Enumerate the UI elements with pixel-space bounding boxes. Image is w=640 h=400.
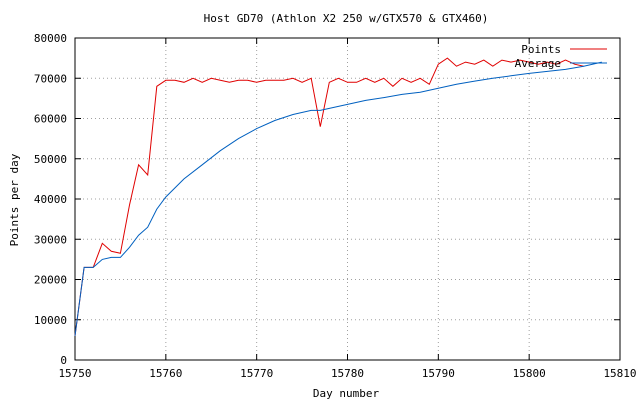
x-axis-label: Day number — [313, 387, 380, 400]
series-line-average — [74, 61, 602, 336]
axes: 0 10000 20000 30000 40000 50000 60000 70000 8000… — [34, 32, 637, 380]
y-tick-label: 0 — [60, 354, 67, 367]
series-lines — [74, 57, 602, 336]
plot-border — [74, 37, 621, 361]
grid-lines — [75, 38, 620, 360]
y-tick-label: 70000 — [34, 72, 67, 85]
legend-label: Average — [515, 57, 561, 70]
x-tick-label: 15770 — [240, 367, 273, 380]
y-tick-label: 40000 — [34, 193, 67, 206]
y-axis-label: Points per day — [8, 153, 21, 246]
series-line-points — [74, 57, 584, 336]
chart-title: Host GD70 (Athlon X2 250 w/GTX570 & GTX4… — [204, 12, 489, 25]
y-tick-label: 80000 — [34, 32, 67, 45]
x-tick-label: 15780 — [331, 367, 364, 380]
y-tick-label: 50000 — [34, 153, 67, 166]
x-tick-label: 15750 — [58, 367, 91, 380]
y-tick-label: 60000 — [34, 113, 67, 126]
x-tick-label: 15760 — [149, 367, 182, 380]
y-tick-label: 20000 — [34, 274, 67, 287]
x-tick-label: 15790 — [422, 367, 455, 380]
legend-label: Points — [521, 43, 561, 56]
x-tick-label: 15800 — [513, 367, 546, 380]
y-tick-label: 10000 — [34, 314, 67, 327]
x-tick-label: 15810 — [603, 367, 636, 380]
y-tick-label: 30000 — [34, 233, 67, 246]
